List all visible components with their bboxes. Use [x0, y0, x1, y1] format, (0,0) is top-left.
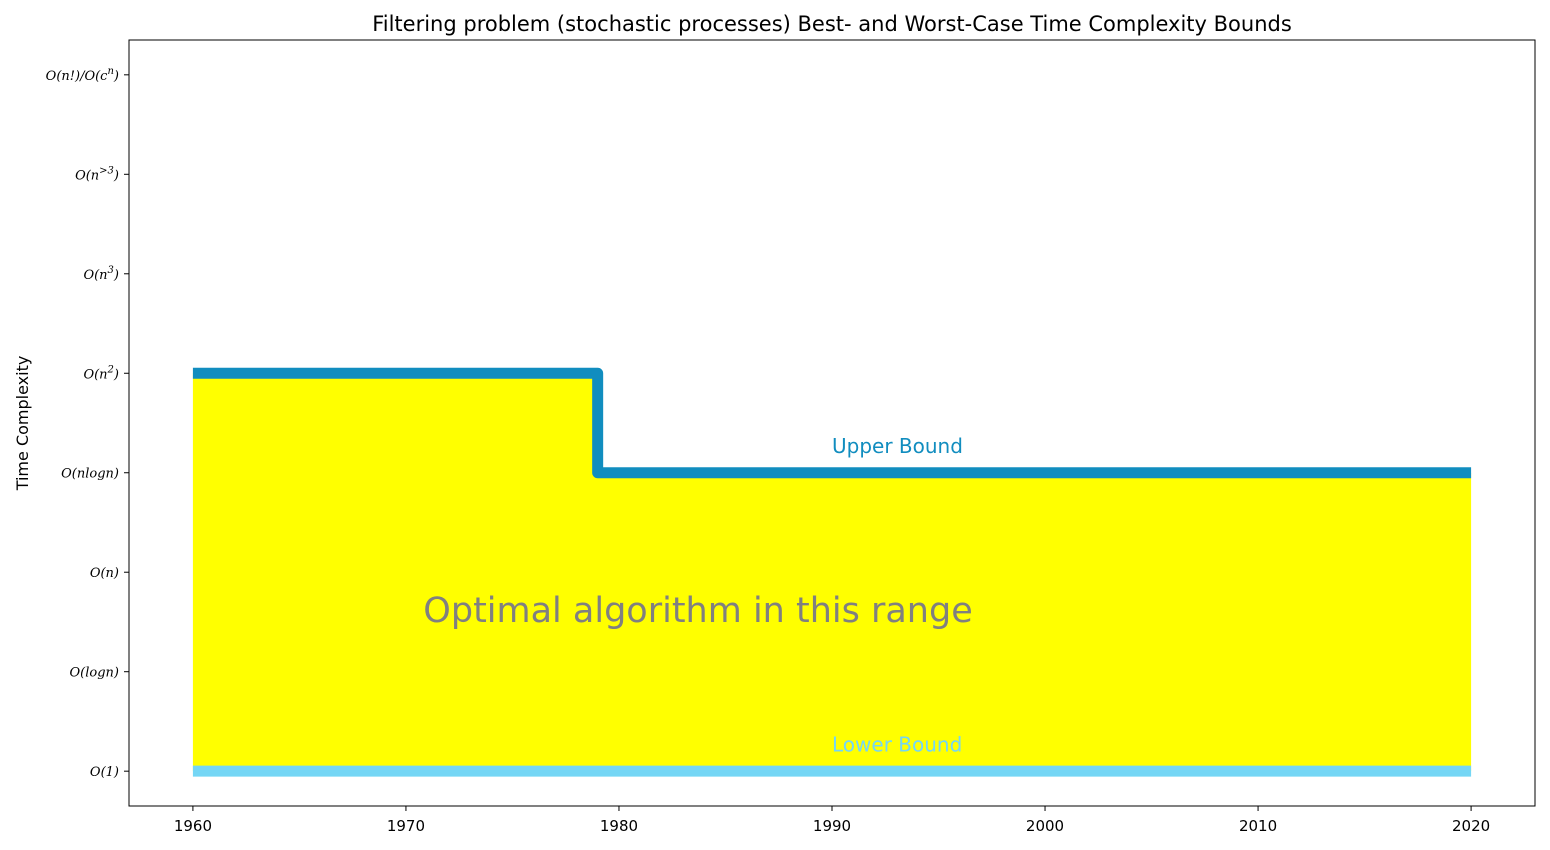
y-tick-label: O(logn) [70, 666, 119, 681]
x-tick-label: 1970 [387, 817, 425, 835]
optimal-range-label: Optimal algorithm in this range [423, 591, 972, 631]
lower-bound-label: Lower Bound [832, 732, 962, 756]
y-tick-label: O(nlogn) [61, 467, 119, 482]
upper-bound-label: Upper Bound [832, 434, 963, 458]
x-axis: 1960 1970 1980 1990 2000 2010 2020 [174, 806, 1490, 835]
x-tick-label: 1960 [174, 817, 212, 835]
x-tick-label: 1980 [600, 817, 638, 835]
x-tick-label: 2010 [1239, 817, 1277, 835]
annotation-layer: Upper Bound Lower Bound Optimal algorithm … [423, 434, 972, 756]
y-tick-label: O(1) [90, 765, 119, 780]
y-tick-label: O(n3) [83, 265, 119, 283]
y-tick-label: O(n>3) [75, 165, 119, 183]
x-tick-label: 1990 [813, 817, 851, 835]
y-tick-label: O(n2) [83, 364, 119, 382]
y-axis-label: Time Complexity [13, 356, 32, 492]
x-tick-label: 2020 [1452, 817, 1490, 835]
y-tick-label: O(n) [90, 566, 119, 581]
x-tick-label: 2000 [1026, 817, 1064, 835]
series-layer [192, 367, 1472, 777]
upper-bound-line [192, 367, 1472, 479]
chart-title: Filtering problem (stochastic processes)… [372, 12, 1292, 36]
y-axis: O(1) O(logn) O(n) O(nlogn) O(n2) O(n3) O(n>3) O… [46, 66, 129, 780]
y-tick-label: O(n!)/O(cn) [46, 66, 119, 84]
